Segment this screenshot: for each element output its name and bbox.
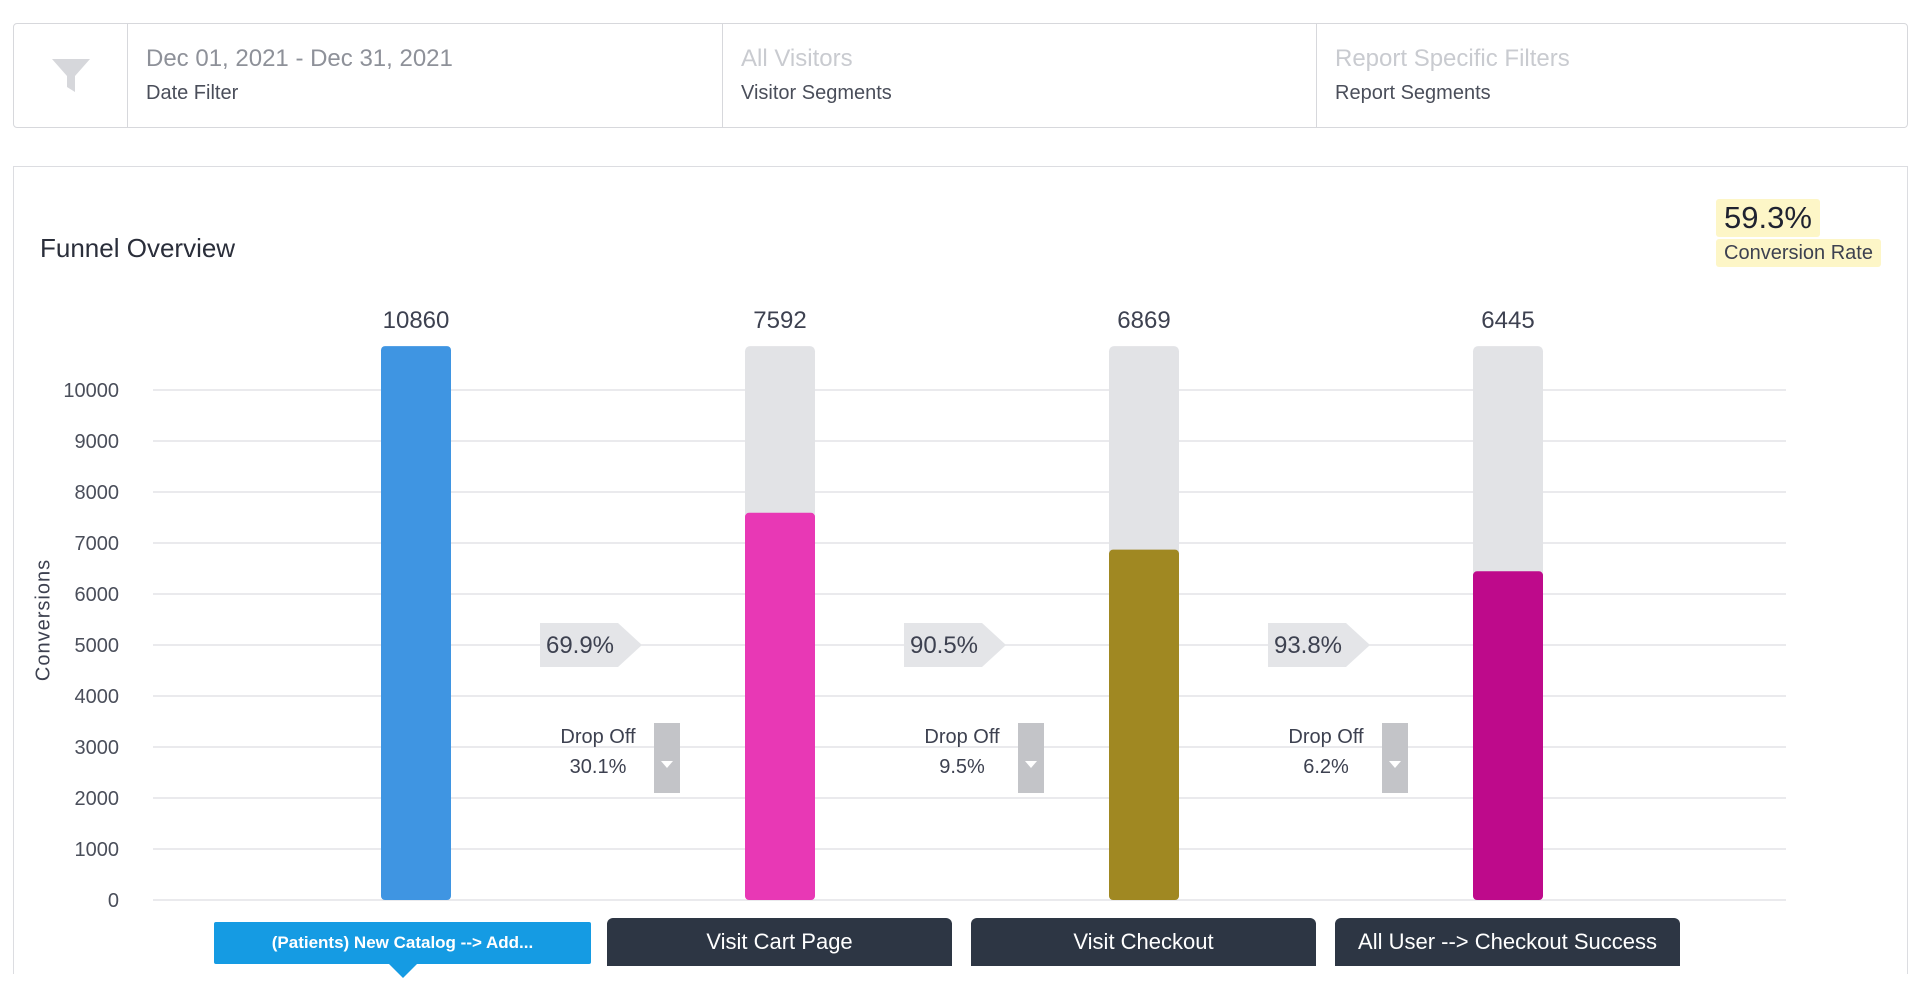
y-tick-label: 6000 [75, 584, 120, 606]
active-step-underline [193, 976, 598, 985]
bar [381, 346, 451, 900]
conversion-rate-value: 59.3% [1716, 199, 1820, 237]
y-tick-label: 8000 [75, 482, 120, 504]
bar [1109, 549, 1179, 900]
drop-off-value: 6.2% [1303, 756, 1349, 778]
y-tick-label: 4000 [75, 686, 120, 708]
step-button-1[interactable]: (Patients) New Catalog --> Add... [214, 922, 591, 964]
conversion-rate-arrow [1268, 623, 1370, 667]
visitor-segments-value: All Visitors [741, 45, 853, 72]
y-tick-label: 7000 [75, 533, 120, 555]
date-filter-label: Date Filter [146, 82, 239, 104]
funnel-panel [13, 166, 1908, 974]
y-tick-label: 0 [108, 890, 119, 912]
chevron-down-icon [1389, 761, 1401, 768]
chevron-down-icon [661, 761, 673, 768]
conversion-rate-arrow [904, 623, 1006, 667]
y-tick-label: 10000 [63, 380, 119, 402]
drop-off-toggle [1382, 723, 1408, 793]
report-segments-filter[interactable]: Report Specific Filters Report Segments [1317, 24, 1907, 127]
date-filter[interactable]: Dec 01, 2021 - Dec 31, 2021 Date Filter [128, 24, 723, 127]
funnel-icon [51, 58, 90, 92]
drop-off-label: Drop Off [1288, 726, 1364, 748]
conversion-rate-badge: 59.3% Conversion Rate [1716, 199, 1881, 267]
conversion-rate-arrow [540, 623, 642, 667]
drop-off-toggle [654, 723, 680, 793]
drop-off-value: 9.5% [939, 756, 985, 778]
drop-off-label: Drop Off [924, 726, 1000, 748]
report-segments-label: Report Segments [1335, 82, 1491, 104]
drop-off-toggle [1018, 723, 1044, 793]
filter-bar: Dec 01, 2021 - Dec 31, 2021 Date Filter … [13, 23, 1908, 128]
step-button-3[interactable]: Visit Checkout [971, 918, 1316, 966]
y-tick-label: 5000 [75, 635, 120, 657]
y-tick-label: 2000 [75, 788, 120, 810]
panel-title: Funnel Overview [40, 233, 236, 263]
y-tick-label: 3000 [75, 737, 120, 759]
filter-toggle[interactable] [14, 24, 128, 127]
step-conversion-rate: 69.9% [546, 632, 614, 659]
visitor-segments-label: Visitor Segments [741, 82, 892, 104]
active-step-caret-icon [389, 964, 417, 978]
visitor-segments-filter[interactable]: All Visitors Visitor Segments [723, 24, 1317, 127]
y-tick-label: 1000 [75, 839, 120, 861]
date-filter-value: Dec 01, 2021 - Dec 31, 2021 [146, 45, 453, 72]
step-button-4[interactable]: All User --> Checkout Success [1335, 918, 1680, 966]
bar-value-label: 6445 [1481, 307, 1534, 334]
step-conversion-rate: 90.5% [910, 632, 978, 659]
conversion-rate-label: Conversion Rate [1716, 239, 1881, 267]
drop-off-label: Drop Off [560, 726, 636, 748]
bar [1473, 571, 1543, 900]
bar [745, 512, 815, 900]
step-button-2[interactable]: Visit Cart Page [607, 918, 952, 966]
y-tick-label: 9000 [75, 431, 120, 453]
bar-value-label: 7592 [753, 307, 806, 334]
step-conversion-rate: 93.8% [1274, 632, 1342, 659]
bar-value-label: 6869 [1117, 307, 1170, 334]
bar-value-label: 10860 [383, 307, 450, 334]
drop-off-value: 30.1% [570, 756, 627, 778]
chevron-down-icon [1025, 761, 1037, 768]
report-segments-value: Report Specific Filters [1335, 45, 1570, 72]
